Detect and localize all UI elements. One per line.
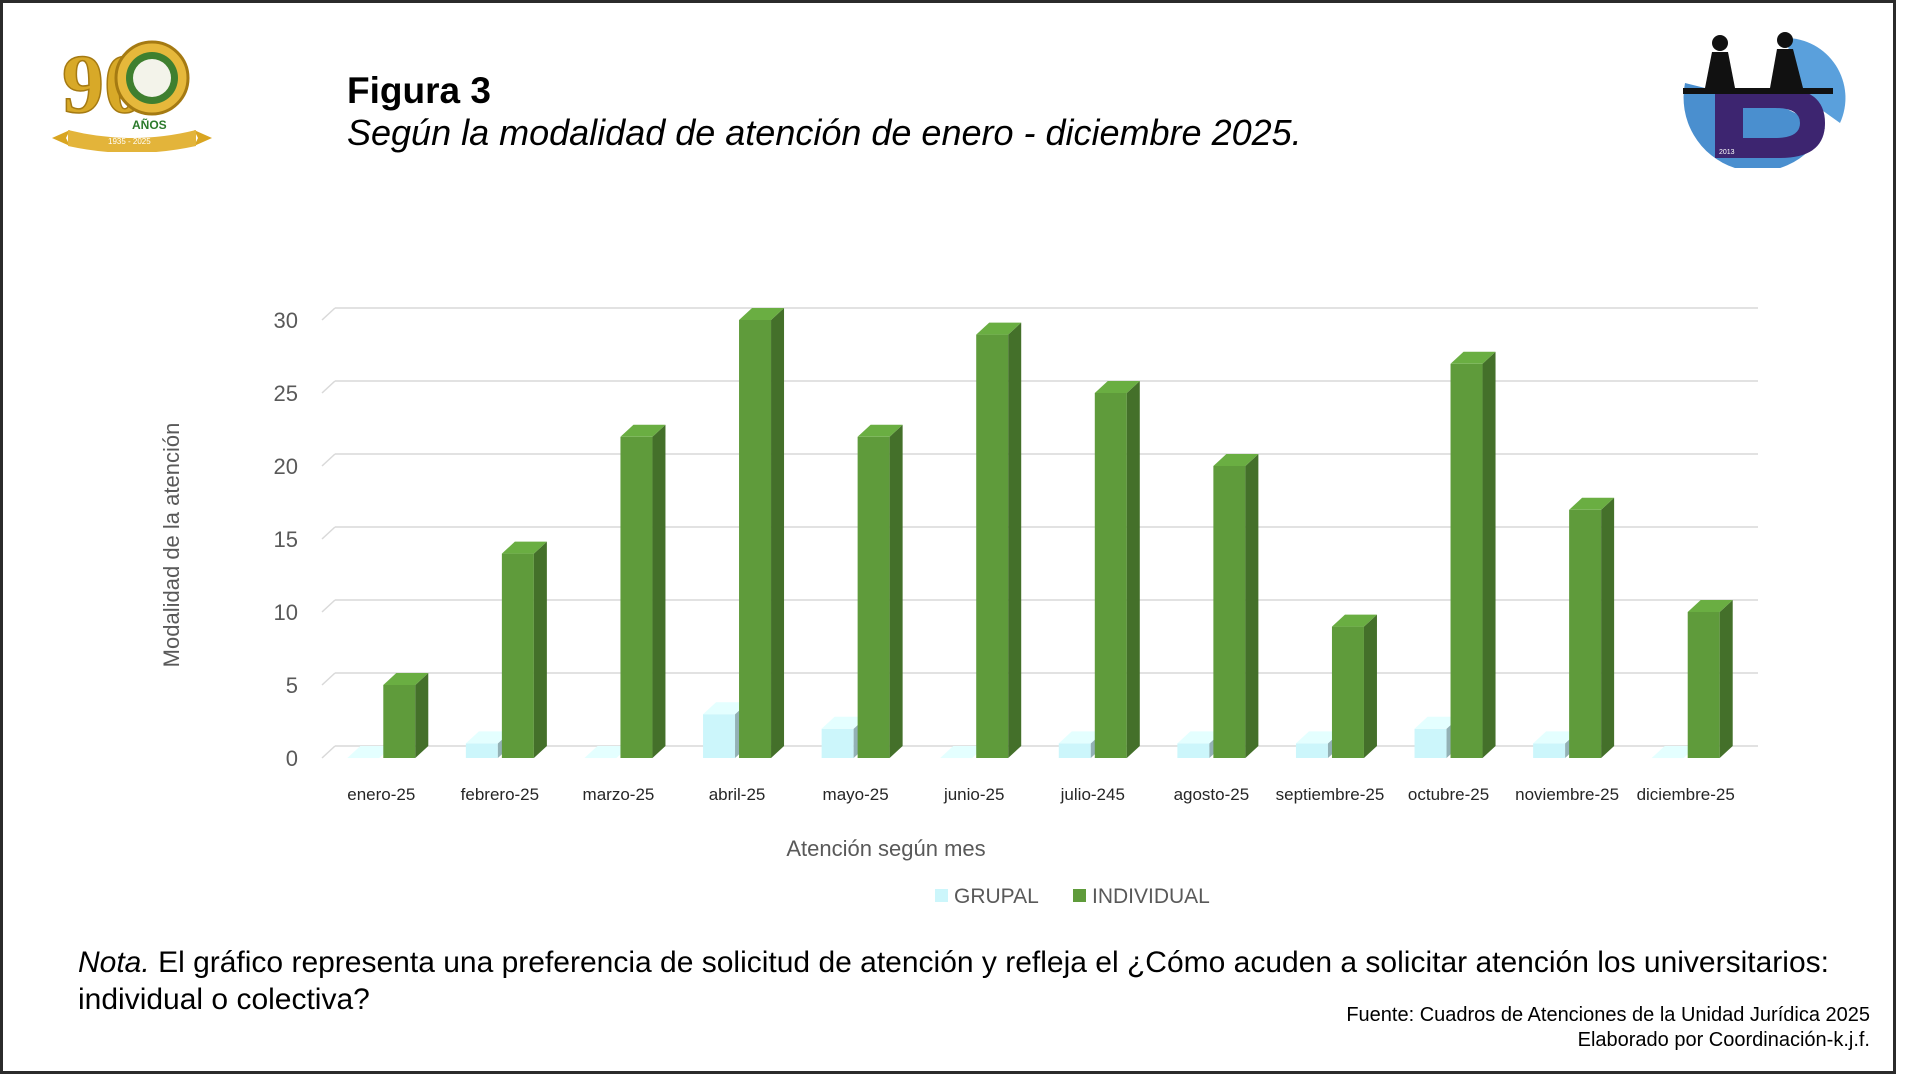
y-tick-labels: 0 5 10 15 20 25 30: [274, 308, 298, 771]
legend-swatch-individual: [1073, 889, 1086, 902]
x-tick-label: marzo-25: [583, 785, 655, 804]
bar-side-individual: [1720, 600, 1733, 758]
x-tick-label: junio-25: [943, 785, 1005, 804]
gridline-depth: [322, 600, 335, 612]
x-tick-label: octubre-25: [1408, 785, 1489, 804]
bar-side-individual: [1127, 381, 1140, 758]
author-line: Elaborado por Coordinación-k.j.f.: [1346, 1028, 1870, 1053]
x-tick-label: abril-25: [709, 785, 766, 804]
x-tick-label: julio-245: [1060, 785, 1125, 804]
bar-individual: [739, 320, 771, 758]
x-tick-label: septiembre-25: [1276, 785, 1385, 804]
gridline-depth: [322, 381, 335, 393]
bar-grupal: [703, 714, 735, 758]
y-tick-label: 0: [286, 746, 298, 771]
chart-bars: [347, 308, 1732, 758]
y-tick-label: 5: [286, 673, 298, 698]
source-credit: Fuente: Cuadros de Atenciones de la Unid…: [1346, 1003, 1870, 1053]
x-tick-labels: enero-25 febrero-25 marzo-25 abril-25 mayo-2…: [347, 785, 1735, 804]
y-tick-label: 15: [274, 527, 298, 552]
bar-individual: [976, 335, 1008, 758]
bar-side-individual: [1601, 498, 1614, 758]
bar-individual: [1451, 364, 1483, 758]
x-tick-label: enero-25: [347, 785, 415, 804]
bar-grupal: [1177, 743, 1209, 758]
bar-side-individual: [1008, 323, 1021, 758]
gridline-depth: [322, 527, 335, 539]
bar-individual: [1688, 612, 1720, 758]
bar-side-individual: [1245, 454, 1258, 758]
bar-side-individual: [890, 425, 903, 758]
bar-grupal: [1415, 729, 1447, 758]
bar-individual: [383, 685, 415, 758]
bar-individual: [1213, 466, 1245, 758]
bar-side-individual: [1483, 352, 1496, 758]
bar-individual: [1095, 393, 1127, 758]
y-tick-label: 30: [274, 308, 298, 333]
gridline-depth: [322, 454, 335, 466]
bar-grupal: [822, 729, 854, 758]
legend-label-grupal: GRUPAL: [954, 885, 1039, 908]
x-tick-label: noviembre-25: [1515, 785, 1619, 804]
x-tick-label: diciembre-25: [1637, 785, 1735, 804]
bar-side-individual: [534, 542, 547, 758]
bar-side-individual: [415, 673, 428, 758]
x-tick-label: mayo-25: [823, 785, 889, 804]
bar-individual: [858, 437, 890, 758]
bar-grupal: [1059, 743, 1091, 758]
y-tick-label: 20: [274, 454, 298, 479]
y-axis-label: Modalidad de la atención: [159, 423, 184, 668]
gridline-depth: [322, 673, 335, 685]
bar-side-individual: [771, 308, 784, 758]
gridline-depth: [322, 746, 335, 758]
y-tick-label: 25: [274, 381, 298, 406]
source-line: Fuente: Cuadros de Atenciones de la Unid…: [1346, 1003, 1870, 1028]
bar-grupal: [466, 743, 498, 758]
y-tick-label: 10: [274, 600, 298, 625]
bar-grupal: [1533, 743, 1565, 758]
bar-side-individual: [652, 425, 665, 758]
note-label: Nota.: [78, 946, 150, 979]
x-tick-label: febrero-25: [461, 785, 539, 804]
bar-individual: [620, 437, 652, 758]
chart-legend: GRUPAL INDIVIDUAL: [935, 885, 1210, 908]
bar-individual: [1332, 627, 1364, 758]
legend-label-individual: INDIVIDUAL: [1092, 885, 1210, 908]
x-axis-label: Atención según mes: [786, 836, 985, 861]
bar-individual: [502, 554, 534, 758]
legend-swatch-grupal: [935, 889, 948, 902]
gridline-depth: [322, 308, 335, 320]
bar-grupal: [1296, 743, 1328, 758]
bar-individual: [1569, 510, 1601, 758]
bar-side-individual: [1364, 615, 1377, 758]
x-tick-label: agosto-25: [1174, 785, 1250, 804]
